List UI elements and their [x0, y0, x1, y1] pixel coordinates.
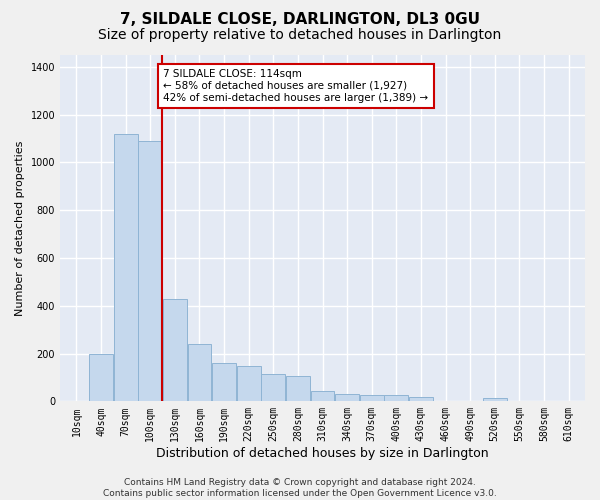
Bar: [385, 396, 408, 402]
Bar: [262, 374, 285, 402]
Bar: [360, 396, 383, 402]
Bar: [483, 398, 506, 402]
X-axis label: Distribution of detached houses by size in Darlington: Distribution of detached houses by size …: [156, 447, 489, 460]
Bar: [335, 394, 359, 402]
Bar: [188, 344, 211, 402]
Bar: [139, 141, 162, 402]
Bar: [286, 376, 310, 402]
Text: Contains HM Land Registry data © Crown copyright and database right 2024.
Contai: Contains HM Land Registry data © Crown c…: [103, 478, 497, 498]
Text: 7, SILDALE CLOSE, DARLINGTON, DL3 0GU: 7, SILDALE CLOSE, DARLINGTON, DL3 0GU: [120, 12, 480, 28]
Bar: [311, 390, 334, 402]
Text: Size of property relative to detached houses in Darlington: Size of property relative to detached ho…: [98, 28, 502, 42]
Bar: [114, 134, 137, 402]
Y-axis label: Number of detached properties: Number of detached properties: [15, 140, 25, 316]
Bar: [409, 396, 433, 402]
Bar: [89, 354, 113, 402]
Bar: [237, 366, 260, 402]
Bar: [163, 298, 187, 402]
Text: 7 SILDALE CLOSE: 114sqm
← 58% of detached houses are smaller (1,927)
42% of semi: 7 SILDALE CLOSE: 114sqm ← 58% of detache…: [163, 70, 428, 102]
Bar: [212, 363, 236, 402]
